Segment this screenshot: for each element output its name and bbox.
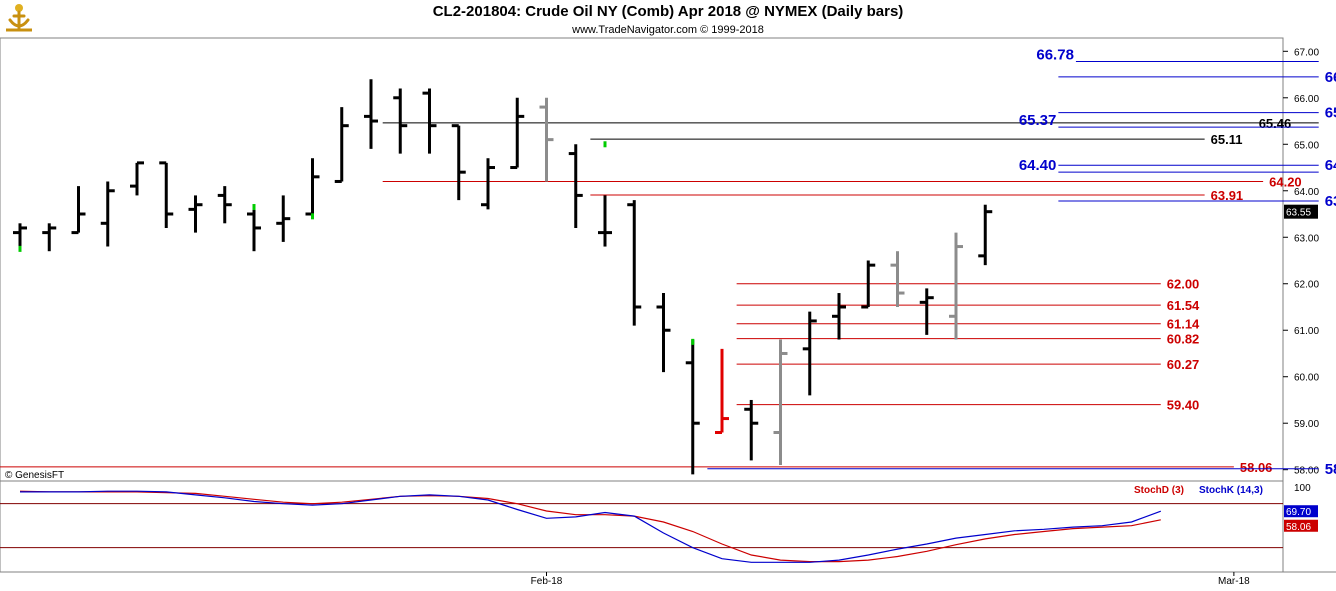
stoch-k-value-box <box>1284 505 1318 518</box>
up-tick-marker <box>18 245 22 252</box>
ohlc-bar <box>539 97 554 182</box>
ohlc-bar <box>276 195 291 242</box>
ohlc-bar <box>949 232 963 340</box>
stoch-k-line <box>20 490 1162 563</box>
level-label: 60.27 <box>1167 357 1200 372</box>
y-tick-label: 61.00 <box>1294 326 1319 337</box>
level-label: 64.20 <box>1269 174 1302 189</box>
level-label: 64.40 <box>1019 157 1057 174</box>
ohlc-bar <box>510 97 525 170</box>
ohlc-bar <box>685 339 700 475</box>
level-label: 60.82 <box>1167 332 1200 347</box>
y-tick-label: 60.00 <box>1294 373 1319 384</box>
stoch-d-legend: StochD (3) <box>1134 485 1184 496</box>
chart-title: CL2-201804: Crude Oil NY (Comb) Apr 2018… <box>432 3 904 20</box>
ohlc-bar <box>598 195 612 247</box>
y-tick-label: 65.00 <box>1294 140 1319 151</box>
y-tick-label: 59.00 <box>1294 419 1319 430</box>
level-label: 65.46 <box>1259 116 1292 131</box>
ohlc-bar <box>217 186 232 224</box>
ohlc-bar <box>773 339 788 466</box>
level-label: 65.11 <box>1211 132 1243 147</box>
ohlc-bar <box>159 161 174 228</box>
ohlc-bar <box>832 293 846 340</box>
ohlc-bar <box>978 204 993 266</box>
ohlc-bar <box>715 348 729 435</box>
ohlc-bar <box>802 311 817 396</box>
ohlc-bar <box>568 144 583 228</box>
ohlc-bar <box>393 88 408 154</box>
level-label: 61.54 <box>1167 298 1200 313</box>
stoch-y-tick-label: 100 <box>1294 483 1311 494</box>
ohlc-bar <box>422 88 437 154</box>
ohlc-bar <box>334 107 349 183</box>
ohlc-bar <box>861 260 876 309</box>
level-label: 58.06 <box>1240 460 1273 475</box>
ohlc-bar <box>100 181 115 247</box>
ohlc-bar <box>71 186 86 235</box>
last-price-label: 63.55 <box>1286 208 1311 219</box>
level-label: 65.37 <box>1019 112 1057 129</box>
ohlc-bar <box>305 158 320 219</box>
stoch-d-line <box>19 490 1161 563</box>
stoch-k-value: 69.70 <box>1286 507 1311 518</box>
trade-navigator-logo-icon <box>6 4 32 32</box>
y-tick-label: 64.00 <box>1294 187 1319 198</box>
last-price-box <box>1284 204 1318 219</box>
ohlc-bar <box>364 79 378 149</box>
y-tick-label: 62.00 <box>1294 280 1319 291</box>
level-label: 58.02 <box>1325 461 1336 478</box>
stoch-d-value-box <box>1284 519 1318 532</box>
up-tick-marker <box>691 338 695 345</box>
level-label: 66.45 <box>1325 69 1336 86</box>
level-label: 65.68 <box>1325 105 1336 122</box>
up-tick-marker <box>311 213 314 220</box>
ohlc-bar <box>627 200 642 326</box>
chart-header: CL2-201804: Crude Oil NY (Comb) Apr 2018… <box>0 0 1336 38</box>
level-label: 61.14 <box>1167 317 1200 332</box>
ohlc-bar <box>481 158 495 210</box>
y-tick-label: 67.00 <box>1294 47 1319 58</box>
level-label: 64.55 <box>1325 157 1336 174</box>
ohlc-bar <box>919 288 934 335</box>
ohlc-bar <box>42 223 57 252</box>
data-source-label: © GenesisFT <box>5 470 64 481</box>
ohlc-bar <box>890 251 905 307</box>
x-tick-label: Mar-18 <box>1218 576 1250 587</box>
ohlc-bar <box>451 124 466 201</box>
up-tick-marker <box>252 204 256 211</box>
level-label: 63.78 <box>1325 193 1336 210</box>
stoch-k-legend: StochK (14,3) <box>1199 485 1263 496</box>
y-tick-label: 66.00 <box>1294 94 1319 105</box>
up-tick-marker <box>603 141 607 148</box>
ohlc-bar <box>247 204 261 252</box>
stoch-d-value: 58.06 <box>1286 522 1311 533</box>
y-tick-label: 58.00 <box>1294 466 1319 477</box>
ohlc-bar <box>130 161 144 196</box>
x-tick-label: Feb-18 <box>531 576 563 587</box>
chart-subtitle: www.TradeNavigator.com © 1999-2018 <box>572 24 764 36</box>
level-label: 59.40 <box>1167 398 1200 413</box>
ohlc-bar <box>744 399 759 461</box>
level-label: 63.91 <box>1211 188 1244 203</box>
level-label: 62.00 <box>1167 277 1200 292</box>
level-label: 66.78 <box>1036 47 1074 64</box>
ohlc-bar <box>188 195 203 233</box>
ohlc-bar <box>656 293 671 373</box>
y-tick-label: 63.00 <box>1294 233 1319 244</box>
